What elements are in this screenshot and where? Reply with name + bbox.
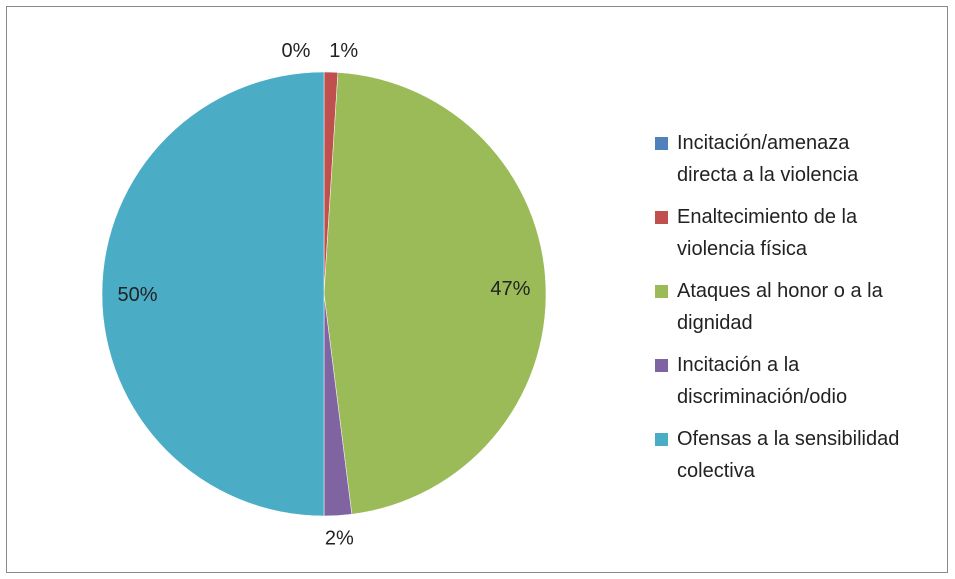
- legend-swatch: [655, 433, 668, 446]
- data-label: 47%: [490, 278, 530, 300]
- legend-label: Incitación a la discriminación/odio: [677, 349, 955, 413]
- data-label: 1%: [329, 40, 358, 62]
- legend-label: Ofensas a la sensibilidad colectiva: [677, 423, 955, 487]
- pie-slice: [101, 71, 325, 517]
- legend-label: Enaltecimiento de la violencia física: [677, 201, 955, 265]
- pie-slice: [323, 72, 547, 515]
- legend-swatch: [655, 359, 668, 372]
- legend-item: Ofensas a la sensibilidad colectiva: [655, 423, 955, 487]
- legend-swatch: [655, 211, 668, 224]
- legend-item: Enaltecimiento de la violencia física: [655, 201, 955, 265]
- legend-item: Incitación/amenaza directa a la violencia: [655, 127, 955, 191]
- legend-item: Incitación a la discriminación/odio: [655, 349, 955, 413]
- legend-label-line: colectiva: [677, 460, 755, 482]
- legend-label-line: Incitación a la: [677, 354, 800, 376]
- legend-label: Ataques al honor o a la dignidad: [677, 275, 955, 339]
- data-label: 0%: [282, 40, 311, 62]
- legend-label-line: discriminación/odio: [677, 386, 848, 408]
- legend-swatch: [655, 285, 668, 298]
- legend-label-line: directa a la violencia: [677, 164, 859, 186]
- data-label: 2%: [325, 528, 354, 550]
- legend-label-line: violencia física: [677, 238, 808, 260]
- legend-label-line: dignidad: [677, 312, 753, 334]
- legend-label-line: Ataques al honor o a la: [677, 280, 883, 302]
- legend: Incitación/amenaza directa a la violencia…: [655, 127, 955, 497]
- legend-label: Incitación/amenaza directa a la violencia: [677, 127, 955, 191]
- legend-label-line: Ofensas a la sensibilidad: [677, 428, 900, 450]
- data-label: 50%: [118, 284, 158, 306]
- legend-label-line: Incitación/amenaza: [677, 132, 850, 154]
- legend-label-line: Enaltecimiento de la: [677, 206, 858, 228]
- legend-item: Ataques al honor o a la dignidad: [655, 275, 955, 339]
- legend-swatch: [655, 137, 668, 150]
